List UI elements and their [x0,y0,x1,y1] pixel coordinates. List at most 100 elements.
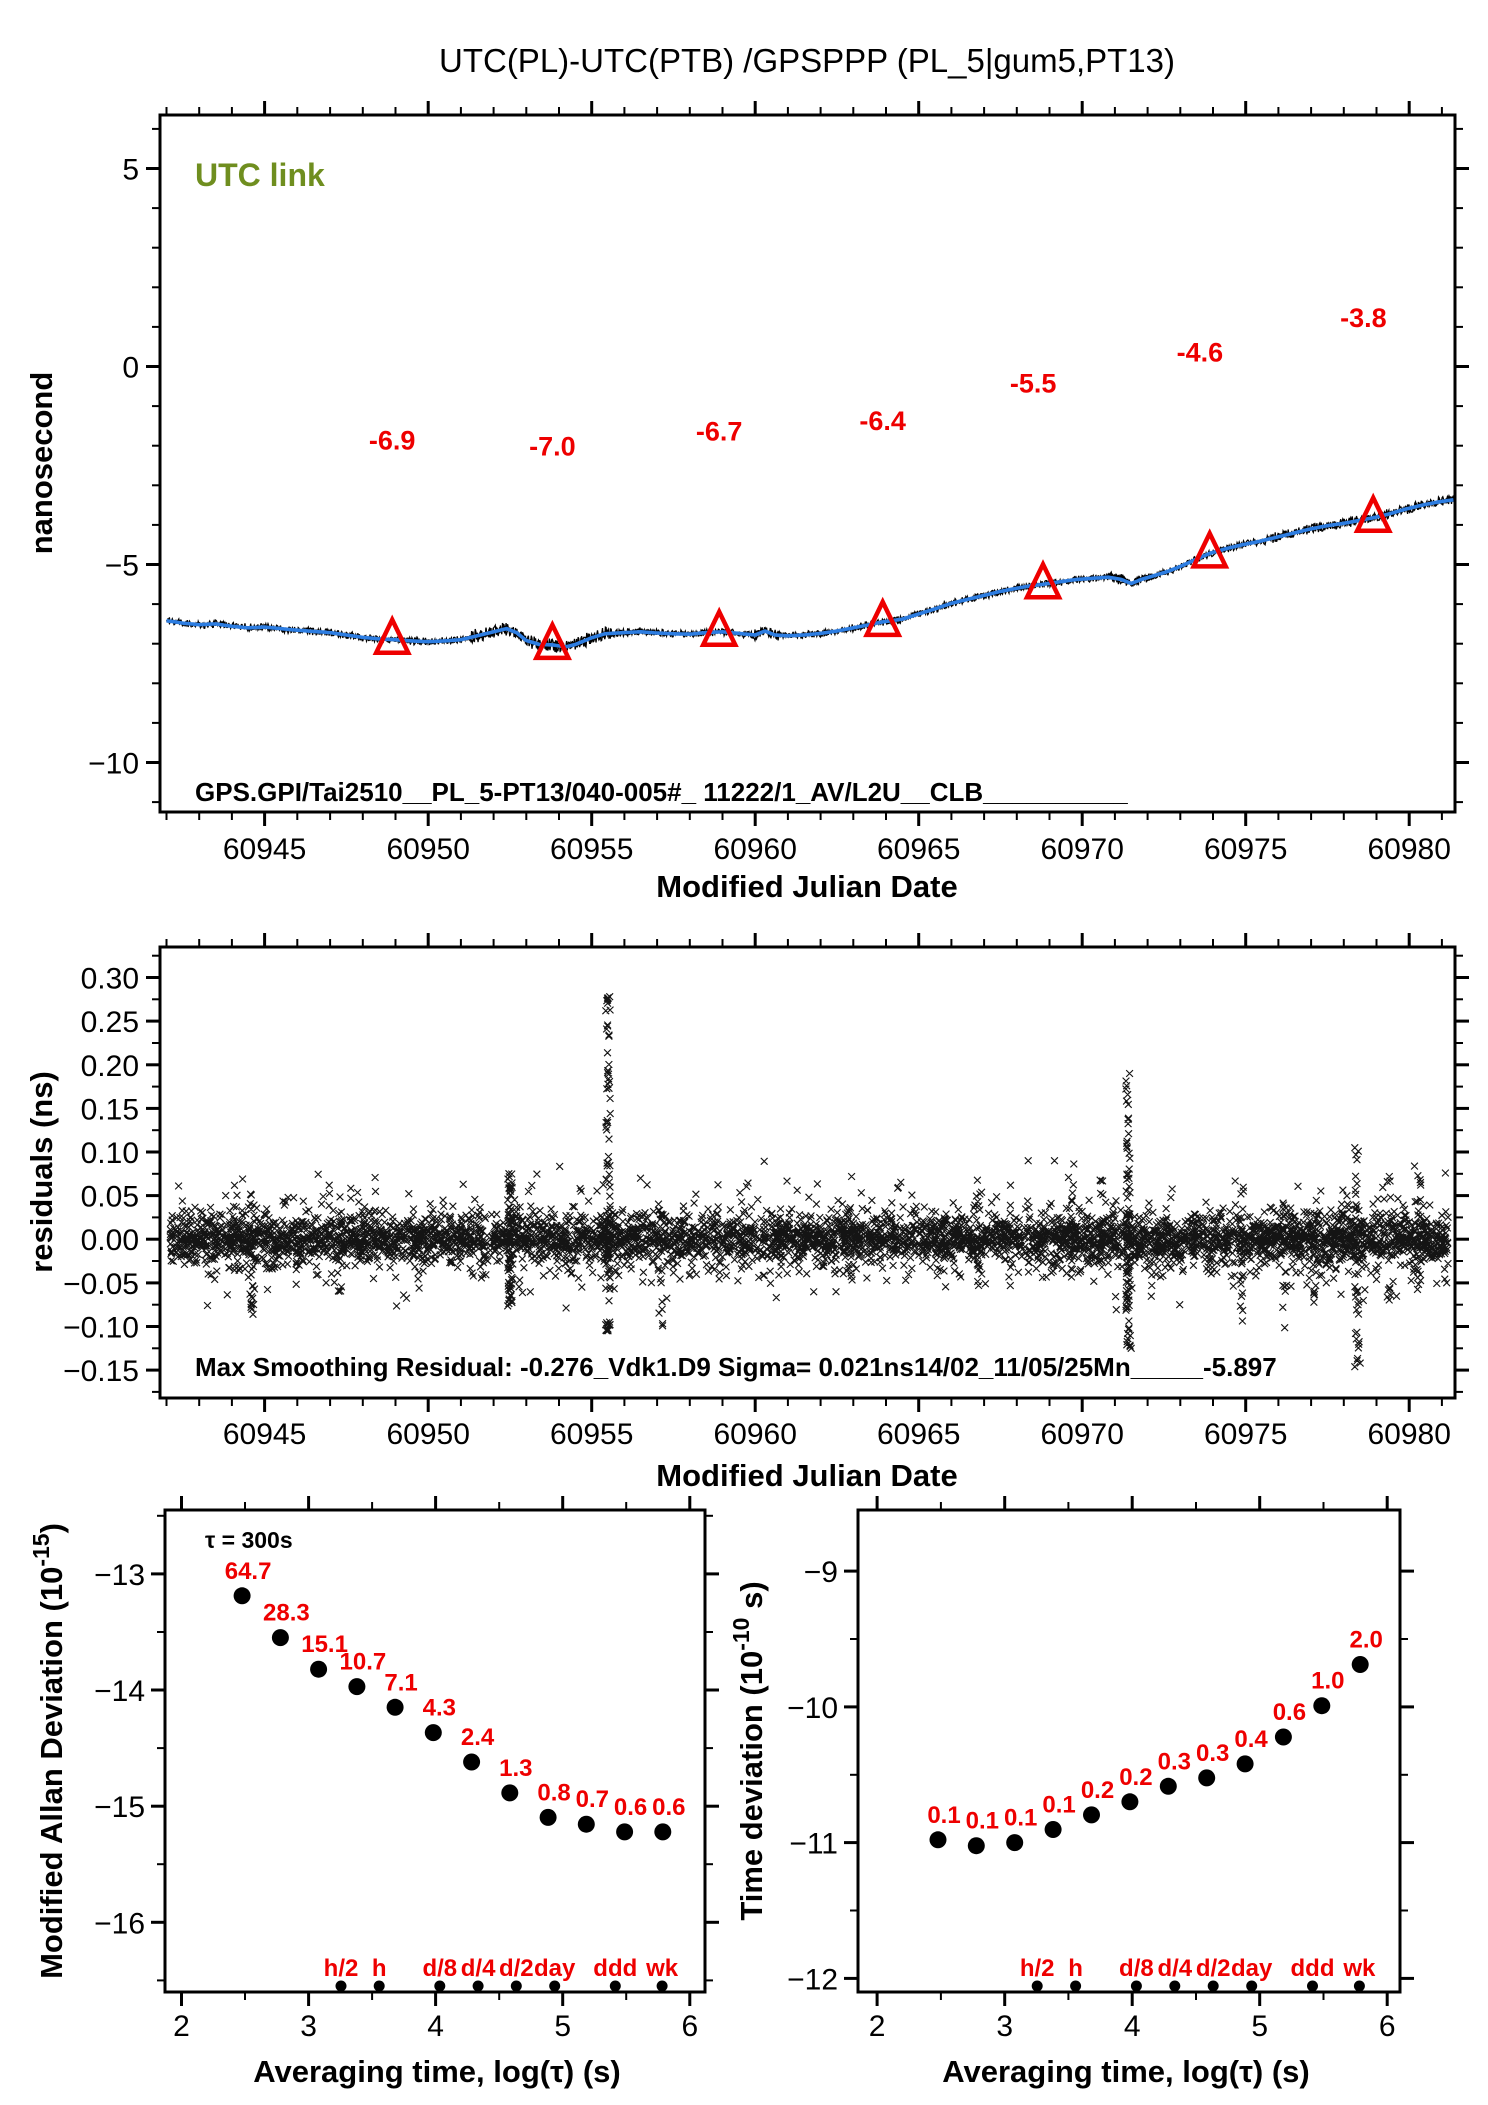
x-tick-label: 60970 [1040,1418,1123,1451]
y-tick-label: −13 [94,1559,145,1592]
y-tick-label: −9 [804,1556,838,1589]
data-point [1236,1755,1254,1773]
calibration-triangle [863,596,903,638]
tau-marker-label: d/2 [499,1955,534,1982]
calibration-value-label: -4.6 [1177,337,1224,367]
x-tick-label: 60960 [713,833,796,866]
data-point-label: 28.3 [263,1600,310,1627]
y-tick-label: −12 [787,1963,838,1996]
tau-marker-label: h [1068,1955,1083,1982]
y-tick-label: 0.20 [81,1050,139,1083]
data-point [654,1823,672,1841]
data-point-label: 0.3 [1196,1740,1229,1767]
y-tick-label: 0.15 [81,1093,139,1126]
data-point-label: 0.3 [1158,1748,1191,1775]
data-point [577,1815,595,1833]
data-point [1274,1728,1292,1746]
calibration-value-label: -6.9 [369,426,416,456]
y-tick-label: −10 [88,748,139,781]
p3-y-axis-title: Modified Allan Deviation (10-15) [28,1523,69,1979]
x-tick-label: 60945 [223,1418,306,1451]
tau-marker-label: day [534,1955,576,1982]
data-point-label: 0.1 [1004,1805,1037,1832]
tau-marker [1246,1980,1258,1992]
series-label-utc-link: UTC link [195,157,325,193]
x-tick-label: 60950 [386,1418,469,1451]
plot-frame [856,1508,1402,1994]
tau-marker-label: h/2 [324,1955,359,1982]
tau-marker-label: ddd [593,1955,637,1982]
data-point-label: 0.1 [927,1802,960,1829]
data-point [233,1587,251,1605]
y-tick-label: 5 [122,154,139,187]
data-point-label: 0.6 [614,1794,647,1821]
y-tick-label: 0.00 [81,1224,139,1257]
data-point-label: 1.0 [1311,1668,1344,1695]
y-tick-label: −10 [787,1692,838,1725]
data-point-label: 7.1 [384,1669,417,1696]
tau-marker [434,1980,446,1992]
tau-marker [1169,1980,1181,1992]
y-tick-label: −0.15 [63,1355,139,1388]
figure-title: UTC(PL)-UTC(PTB) /GPSPPP (PL_5|gum5,PT13… [439,42,1175,79]
tau-marker-label: day [1231,1955,1273,1982]
calibration-triangle [1353,492,1393,534]
data-point [1313,1697,1331,1715]
calibration-triangle [699,606,739,648]
tau-marker [1031,1980,1043,1992]
tau-marker [373,1980,385,1992]
x-tick-label: 3 [300,2010,317,2043]
y-tick-label: −0.10 [63,1312,139,1345]
x-tick-label: 60955 [550,833,633,866]
data-point-label: 1.3 [499,1755,532,1782]
y-tick-label: −11 [789,1828,838,1861]
tau-marker [335,1980,347,1992]
data-point [386,1698,404,1716]
x-tick-label: 60950 [386,833,469,866]
calibration-triangle [532,619,572,661]
data-point-label: 2.0 [1350,1627,1383,1654]
data-point [271,1629,289,1647]
data-point-label: 0.2 [1119,1764,1152,1791]
tau-marker [1070,1980,1082,1992]
x-tick-label: 2 [173,2010,190,2043]
panel-time-deviation: 2 3 4 5 6−9−10−11−120.1 0.1 0.1 0.10.2 0.20.3 0.3… [787,1496,1414,2043]
plot-frame [158,113,1457,814]
tau-marker-label: h [372,1955,387,1982]
data-point-label: 0.1 [1042,1792,1075,1819]
data-point [929,1831,947,1849]
y-tick-label: 0.05 [81,1181,139,1214]
x-tick-label: 3 [996,2010,1013,2043]
calibration-value-label: -3.8 [1340,303,1387,333]
data-point-label: 0.4 [1234,1726,1268,1753]
data-point-label: 0.6 [1273,1699,1306,1726]
calibration-triangle [1023,559,1063,600]
x-tick-label: 60955 [550,1418,633,1451]
panel2-annotation: Max Smoothing Residual: -0.276_Vdk1.D9 S… [195,1352,1277,1382]
tau-marker-label: wk [645,1955,679,1982]
tau-marker-label: ddd [1291,1955,1335,1982]
x-tick-label: 60975 [1204,1418,1287,1451]
x-tick-label: 5 [1251,2010,1268,2043]
panel1-annotation: GPS.GPI/Tai2510__PL_5-PT13/040-005#_ 112… [195,777,1128,807]
data-point-label: 0.6 [652,1794,685,1821]
tau-marker-label: d/4 [1157,1955,1192,1982]
y-tick-label: 0.10 [81,1137,139,1170]
tau-marker [609,1980,621,1992]
calibration-value-label: -6.4 [859,406,906,436]
x-tick-label: 60965 [877,1418,960,1451]
y-tick-label: 0.30 [81,963,139,996]
y-tick-label: −5 [105,550,139,583]
data-point-label: 2.4 [461,1724,495,1751]
data-point [616,1823,634,1841]
calibration-value-label: -7.0 [529,432,576,462]
tau-marker-label: d/8 [422,1955,457,1982]
tau-marker [472,1980,484,1992]
tau-marker-label: d/8 [1119,1955,1154,1982]
data-point-label: 64.7 [225,1558,272,1585]
plot-frame [158,945,1457,1400]
y-tick-label: 0.25 [81,1006,139,1039]
y-tick-label: −14 [94,1675,145,1708]
calibration-triangle [1190,528,1230,569]
data-point-label: 0.1 [966,1808,999,1835]
